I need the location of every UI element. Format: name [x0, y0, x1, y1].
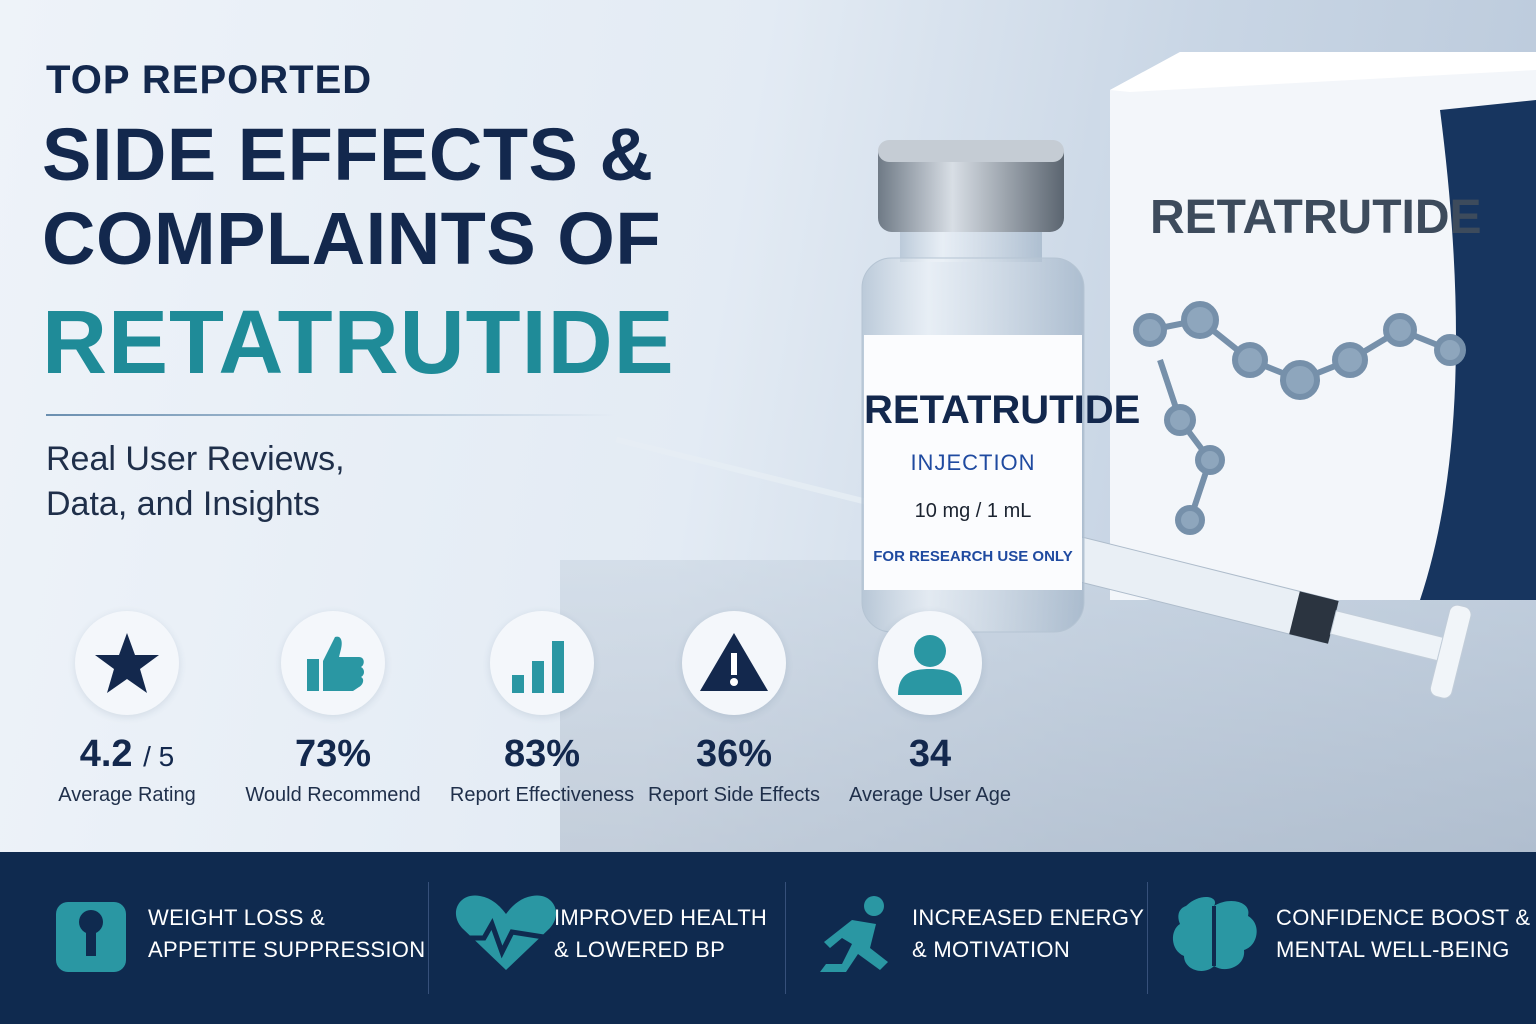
stat-label: Report Effectiveness	[449, 784, 635, 806]
stat-label: Average User Age	[849, 784, 1011, 806]
stat-icon	[490, 611, 594, 715]
benefit: WEIGHT LOSS & APPETITE SUPPRESSION	[148, 902, 425, 966]
icon	[307, 636, 364, 691]
stat-value: 83%	[432, 733, 652, 776]
benefit: INCREASED ENERGY & MOTIVATION	[912, 902, 1144, 966]
separator	[785, 882, 786, 994]
benefit-line: IMPROVED HEALTH	[554, 905, 768, 930]
stat-value: 4.2 / 5	[17, 733, 237, 776]
benefit-line: & LOWERED BP	[554, 937, 726, 962]
benefit: CONFIDENCE BOOST & MENTAL WELL-BEING	[1276, 902, 1530, 966]
stat-unit: / 5	[143, 741, 175, 772]
icon	[898, 635, 962, 695]
benefit-icons	[56, 895, 1257, 972]
stat-label: Average Rating	[58, 784, 196, 806]
benefit-line: INCREASED ENERGY	[912, 905, 1145, 930]
stat-value: 34	[820, 733, 1040, 776]
benefits-bar	[0, 852, 1536, 1024]
benefit-line: WEIGHT LOSS &	[148, 905, 326, 930]
divider	[46, 414, 616, 416]
stat: 73% Would Recommend	[223, 611, 443, 807]
stat-label: Report Side Effects	[648, 784, 820, 806]
subtitle: Data, and Insights	[46, 485, 321, 523]
icon	[512, 641, 564, 693]
stat-icon	[281, 611, 385, 715]
stat-number: 83%	[503, 733, 581, 775]
stat-icon	[75, 611, 179, 715]
stat-number: 34	[908, 733, 952, 775]
icon	[700, 633, 768, 691]
benefit-line: APPETITE SUPPRESSION	[148, 937, 426, 962]
benefit-line: MENTAL WELL-BEING	[1276, 937, 1510, 962]
stat: 83% Report Effectiveness	[432, 611, 652, 807]
separator	[428, 882, 429, 994]
separator	[1147, 882, 1148, 994]
title-line: COMPLAINTS OF	[42, 197, 662, 280]
vial-dose: 10 mg / 1 mL	[914, 500, 1032, 522]
stat-value: 73%	[223, 733, 443, 776]
vial-note: FOR RESEARCH USE ONLY	[873, 548, 1073, 565]
product-photo	[560, 52, 1536, 852]
stat-number: 73%	[294, 733, 372, 775]
icon	[95, 633, 159, 693]
stat: 36% Report Side Effects	[624, 611, 844, 807]
benefit: IMPROVED HEALTH & LOWERED BP	[554, 902, 767, 966]
stat-label: Would Recommend	[245, 784, 421, 806]
title-highlight: RETATRUTIDE	[42, 293, 675, 393]
stat-icon	[682, 611, 786, 715]
stat: 4.2 / 5 Average Rating	[17, 611, 237, 807]
kicker: TOP REPORTED	[46, 58, 373, 102]
stat-number: 36%	[695, 733, 773, 775]
vial-name: RETATRUTIDE	[864, 388, 1141, 432]
benefit-line: CONFIDENCE BOOST &	[1276, 905, 1531, 930]
stat: 34 Average User Age	[820, 611, 1040, 807]
subtitle: Real User Reviews,	[46, 440, 345, 478]
benefit-line: & MOTIVATION	[912, 937, 1071, 962]
title-line: SIDE EFFECTS &	[42, 113, 654, 196]
stat-value: 36%	[624, 733, 844, 776]
stat-number: 4.2	[79, 733, 133, 775]
vial-type: INJECTION	[910, 450, 1036, 475]
box-label: RETATRUTIDE	[1150, 191, 1482, 244]
stat-icon	[878, 611, 982, 715]
